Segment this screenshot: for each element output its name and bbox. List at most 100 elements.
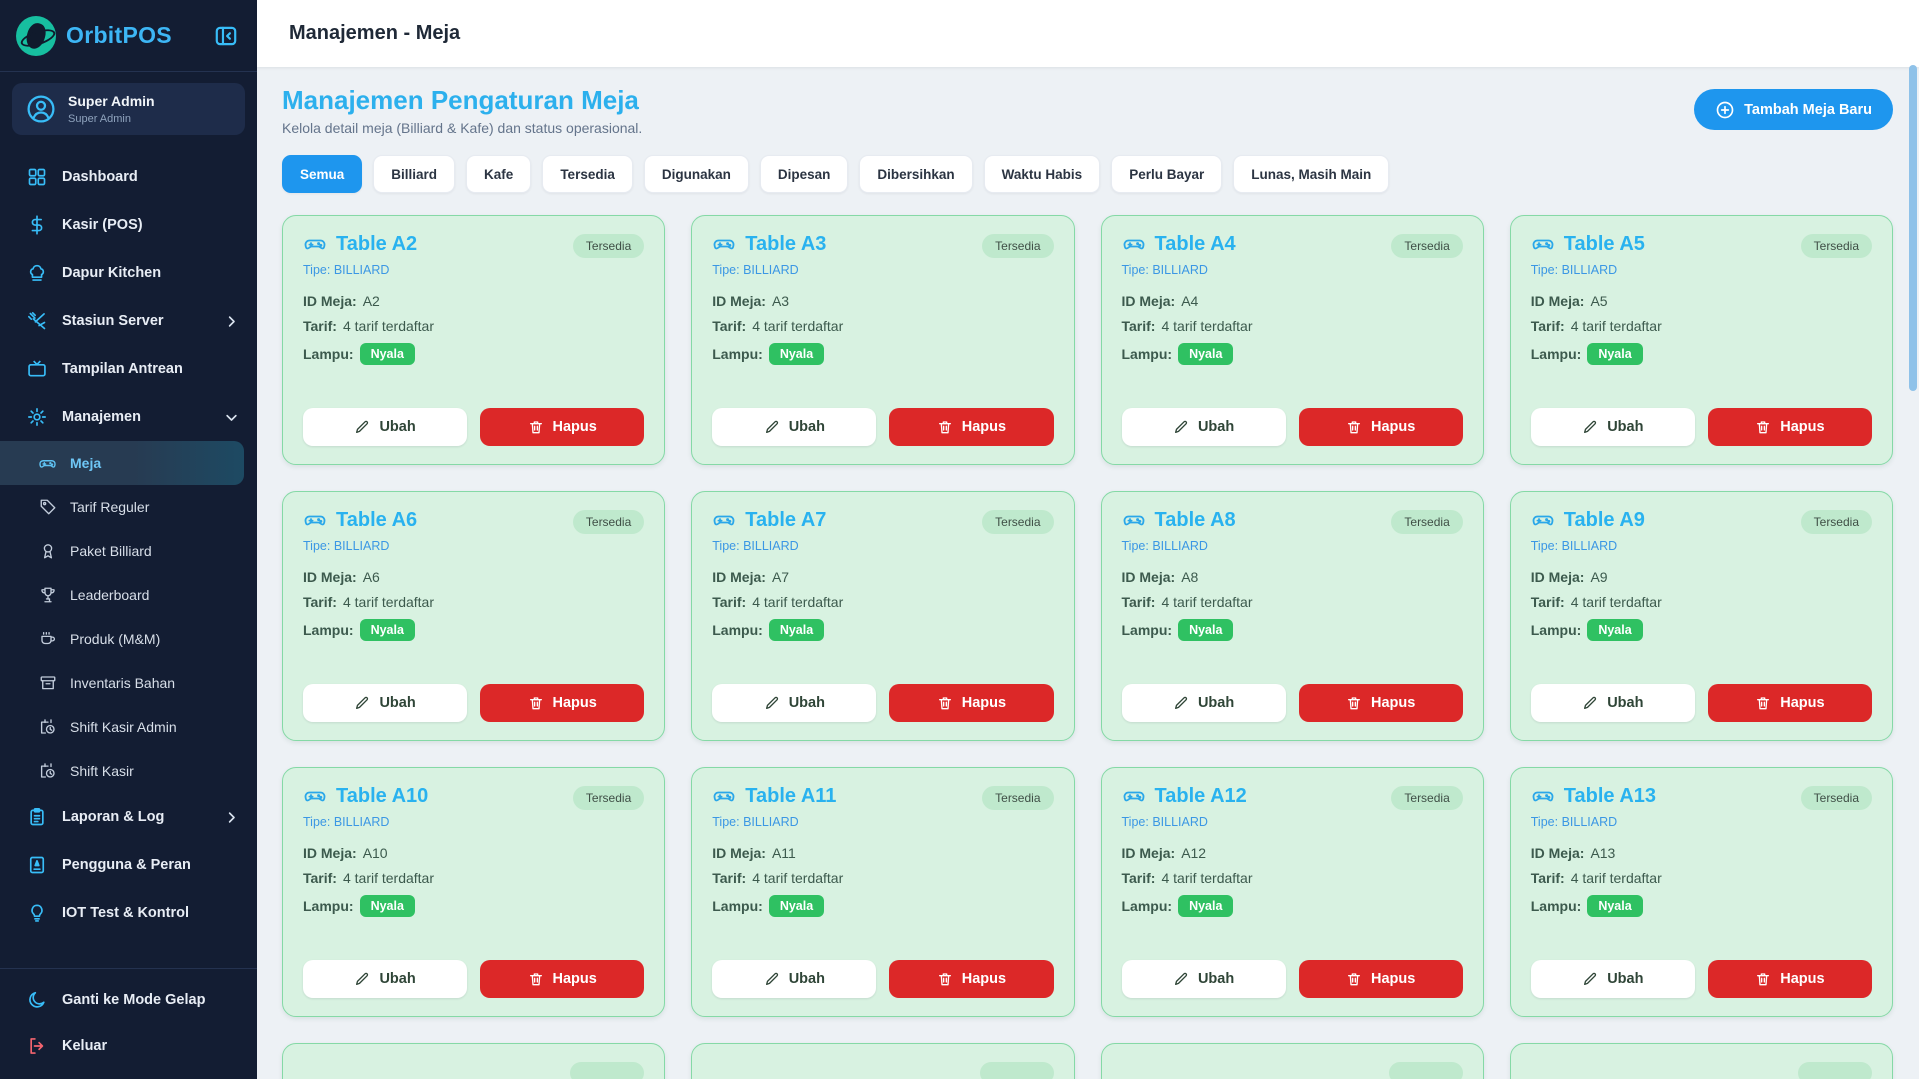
edit-button[interactable]: Ubah xyxy=(303,684,468,722)
sidebar-item-pengguna-peran[interactable]: Pengguna & Peran xyxy=(0,841,257,889)
delete-button[interactable]: Hapus xyxy=(1298,684,1463,722)
tarif-value: 4 tarif terdaftar xyxy=(1570,870,1662,886)
card-head: Table A12 Tersedia xyxy=(1122,784,1463,810)
trash-icon xyxy=(1346,695,1362,711)
delete-button-label: Hapus xyxy=(1371,419,1416,435)
card-actions: Ubah Hapus xyxy=(1121,684,1463,722)
edit-button[interactable]: Ubah xyxy=(712,684,877,722)
edit-button[interactable]: Ubah xyxy=(1121,408,1286,446)
orbitpos-logo-icon xyxy=(16,15,56,56)
edit-button-label: Ubah xyxy=(1607,971,1644,987)
sidebar-item-kasir-pos[interactable]: Kasir (POS) xyxy=(0,201,257,249)
top-header: Manajemen - Meja xyxy=(257,0,1919,67)
sidebar-item-stasiun-server[interactable]: Stasiun Server xyxy=(0,297,257,345)
sidebar-item-leaderboard[interactable]: Leaderboard xyxy=(0,573,257,617)
trash-icon xyxy=(937,419,953,435)
sidebar-collapse-button[interactable] xyxy=(209,19,243,53)
pencil-icon xyxy=(354,971,370,987)
profile-role: Super Admin xyxy=(68,112,131,125)
add-table-button[interactable]: Tambah Meja Baru xyxy=(1694,89,1893,130)
table-card-partial xyxy=(282,1043,666,1079)
edit-button[interactable]: Ubah xyxy=(1530,684,1695,722)
sidebar-item-tampilan-antrean[interactable]: Tampilan Antrean xyxy=(0,345,257,393)
delete-button[interactable]: Hapus xyxy=(1707,684,1872,722)
table-card-grid: Table A2 Tersedia Tipe: BILLIARD ID Meja… xyxy=(282,215,1893,1079)
gamepad-icon xyxy=(1531,784,1555,808)
delete-button[interactable]: Hapus xyxy=(480,408,645,446)
sidebar-item-paket-billiard[interactable]: Paket Billiard xyxy=(0,529,257,573)
sidebar-item-dapur-kitchen[interactable]: Dapur Kitchen xyxy=(0,249,257,297)
filter-button[interactable]: Kafe xyxy=(466,155,532,193)
delete-button[interactable]: Hapus xyxy=(1298,960,1463,998)
sidebar-item-shift-kasir[interactable]: Shift Kasir xyxy=(0,749,257,793)
delete-button[interactable]: Hapus xyxy=(889,684,1054,722)
filter-button[interactable]: Digunakan xyxy=(643,155,749,193)
lamp-status-badge: Nyala xyxy=(768,343,825,365)
filter-button[interactable]: Semua xyxy=(282,155,363,193)
sidebar-item-inventaris-bahan[interactable]: Inventaris Bahan xyxy=(0,661,257,705)
table-id-value: A8 xyxy=(1181,569,1199,585)
trash-icon xyxy=(937,971,953,987)
coffee-icon xyxy=(38,630,57,648)
delete-button[interactable]: Hapus xyxy=(889,960,1054,998)
delete-button[interactable]: Hapus xyxy=(1298,408,1463,446)
tarif-value: 4 tarif terdaftar xyxy=(1570,594,1662,610)
sidebar-item-label: Dapur Kitchen xyxy=(62,265,162,281)
scrollbar-thumb[interactable] xyxy=(1909,65,1917,391)
trash-icon xyxy=(1755,419,1771,435)
delete-button[interactable]: Hapus xyxy=(480,684,645,722)
sidebar-item-manajemen[interactable]: Manajemen xyxy=(0,393,257,441)
gamepad-icon xyxy=(303,784,327,808)
edit-button[interactable]: Ubah xyxy=(1121,960,1286,998)
card-details: ID Meja: A7 Tarif: 4 tarif terdaftar Lampu… xyxy=(712,569,1053,650)
table-card: Table A13 Tersedia Tipe: BILLIARD ID Mej… xyxy=(1509,767,1893,1017)
filter-button[interactable]: Waktu Habis xyxy=(983,155,1101,193)
sidebar-item-shift-kasir-admin[interactable]: Shift Kasir Admin xyxy=(0,705,257,749)
delete-button[interactable]: Hapus xyxy=(480,960,645,998)
sidebar-item-label: Manajemen xyxy=(62,409,141,425)
card-details: ID Meja: A12 Tarif: 4 tarif terdaftar Lamp… xyxy=(1122,845,1463,926)
delete-button[interactable]: Hapus xyxy=(889,408,1054,446)
edit-button[interactable]: Ubah xyxy=(712,408,877,446)
app-title: OrbitPOS xyxy=(66,22,172,48)
status-badge: Tersedia xyxy=(1800,510,1872,534)
user-profile[interactable]: Super Admin Super Admin xyxy=(12,83,245,135)
delete-button-label: Hapus xyxy=(552,419,597,435)
filter-button[interactable]: Billiard xyxy=(373,155,456,193)
table-type: Tipe: BILLIARD xyxy=(303,263,390,277)
edit-button[interactable]: Ubah xyxy=(1121,684,1286,722)
table-name: Table A8 xyxy=(1154,508,1236,531)
status-badge: Tersedia xyxy=(572,234,645,258)
filter-button[interactable]: Dipesan xyxy=(759,155,849,193)
edit-button[interactable]: Ubah xyxy=(303,960,468,998)
sidebar-item-label: Inventaris Bahan xyxy=(70,675,176,691)
edit-button-label: Ubah xyxy=(379,695,416,711)
sidebar-item-tarif-reguler[interactable]: Tarif Reguler xyxy=(0,485,257,529)
sidebar-item-iot-test-kontrol[interactable]: IOT Test & Kontrol xyxy=(0,889,257,937)
gamepad-icon xyxy=(303,232,327,256)
card-actions: Ubah Hapus xyxy=(1121,960,1463,998)
delete-button[interactable]: Hapus xyxy=(1707,408,1872,446)
filter-button[interactable]: Tersedia xyxy=(542,155,633,193)
sidebar-item-dashboard[interactable]: Dashboard xyxy=(0,153,257,201)
filter-button[interactable]: Perlu Bayar xyxy=(1111,155,1223,193)
pencil-icon xyxy=(1582,419,1598,435)
status-badge: Tersedia xyxy=(982,786,1054,810)
card-actions: Ubah Hapus xyxy=(712,408,1054,446)
filter-button[interactable]: Dibersihkan xyxy=(859,155,973,193)
grid-icon xyxy=(26,167,47,187)
edit-button[interactable]: Ubah xyxy=(1530,408,1695,446)
edit-button[interactable]: Ubah xyxy=(303,408,468,446)
gamepad-icon xyxy=(712,232,736,256)
edit-button[interactable]: Ubah xyxy=(712,960,877,998)
filter-button[interactable]: Lunas, Masih Main xyxy=(1233,155,1390,193)
status-badge: Tersedia xyxy=(572,510,645,534)
table-id-value: A4 xyxy=(1181,293,1199,309)
logout-button[interactable]: Keluar xyxy=(0,1023,257,1069)
toggle-dark-mode[interactable]: Ganti ke Mode Gelap xyxy=(0,977,257,1023)
delete-button[interactable]: Hapus xyxy=(1707,960,1872,998)
sidebar-item-produk-mm[interactable]: Produk (M&M) xyxy=(0,617,257,661)
sidebar-item-meja[interactable]: Meja xyxy=(0,441,244,485)
edit-button[interactable]: Ubah xyxy=(1530,960,1695,998)
sidebar-item-laporan-log[interactable]: Laporan & Log xyxy=(0,793,257,841)
